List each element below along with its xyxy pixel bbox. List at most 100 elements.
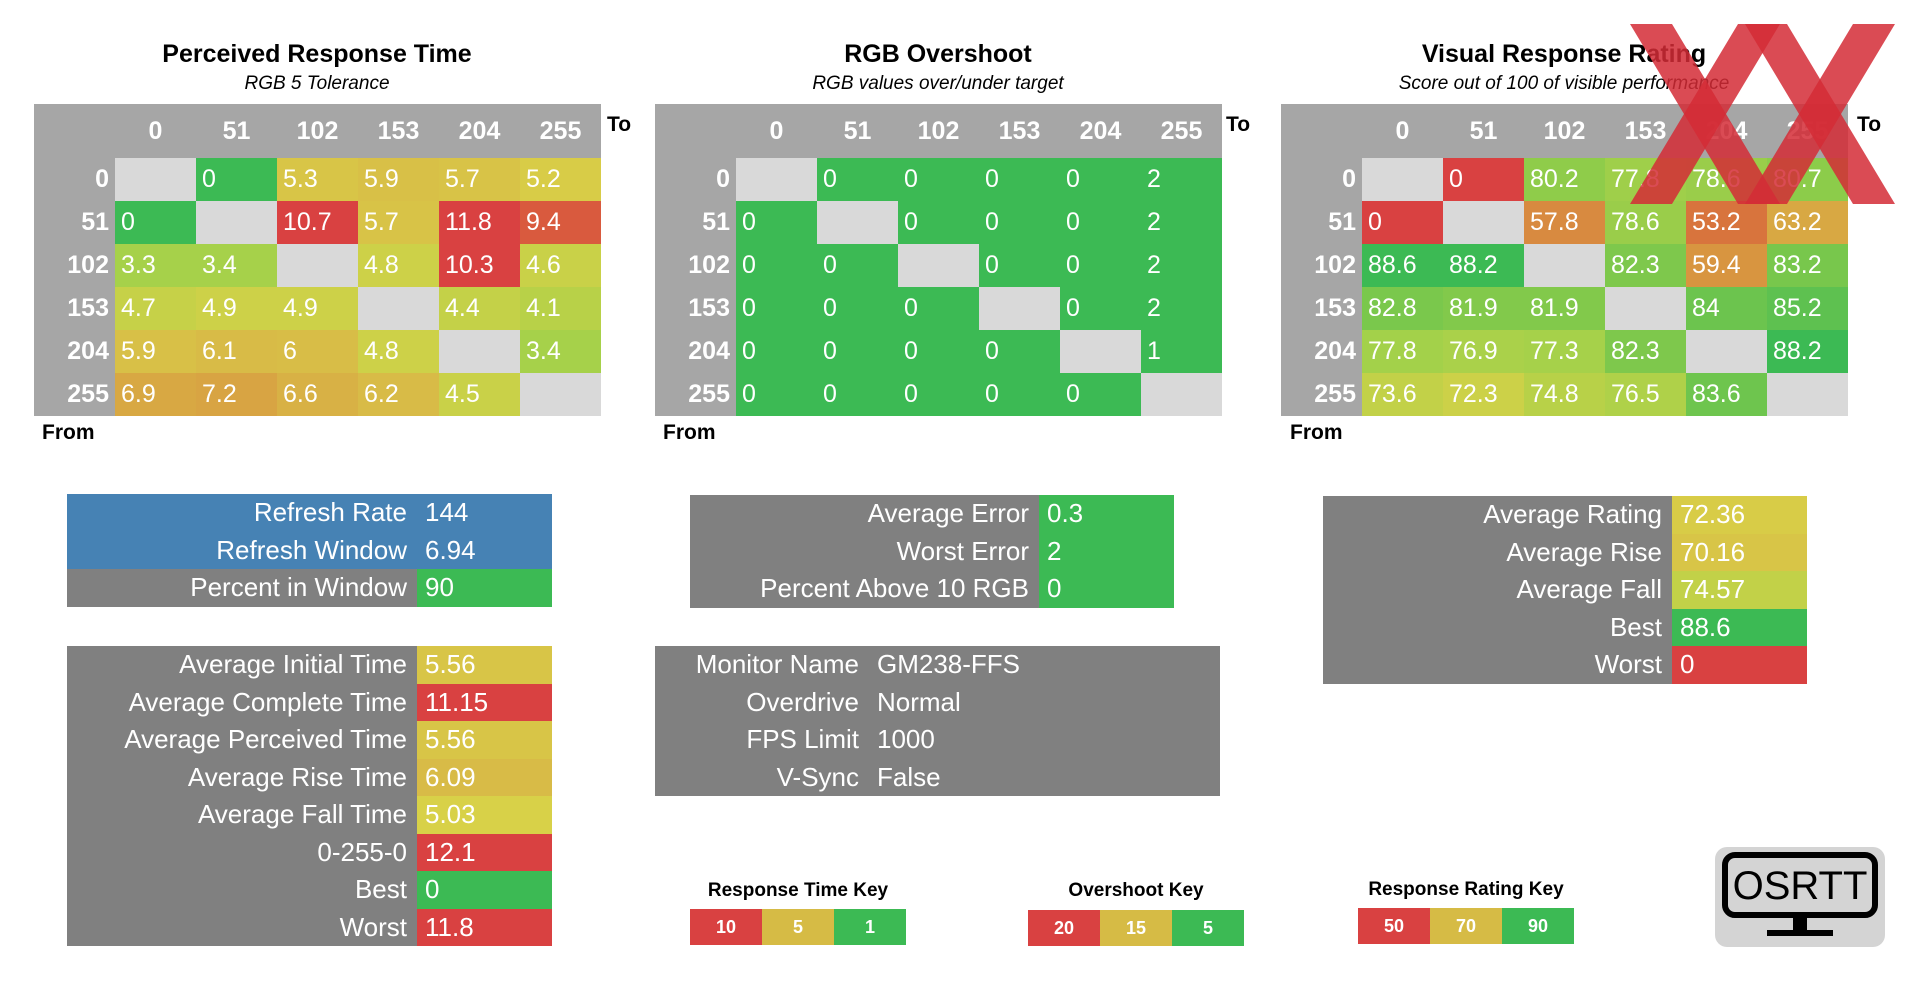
row-header: 0 [34,158,115,201]
stat-row: Best 88.6 [1323,608,1807,646]
heat-cell: 57.8 [1524,201,1605,244]
table-row: 255 73.6 72.3 74.8 76.5 83.6 [1281,373,1848,416]
table-row: 255 6.9 7.2 6.6 6.2 4.5 [34,373,601,416]
heat-cell: 5.9 [115,330,196,373]
heat-cell: 2 [1141,244,1222,287]
stat-row: Average Fall Time 5.03 [67,796,552,834]
heat-cell: 2 [1141,201,1222,244]
table-row: 0 0 5.3 5.9 5.7 5.2 [34,158,601,201]
column-header: 255 [1141,104,1222,158]
heat-cell: 0 [1362,201,1443,244]
refresh-stats-table: Refresh Rate 144 Refresh Window 6.94 Per… [67,494,552,607]
heat-cell: 0 [817,373,898,416]
heat-cell: 78.6 [1605,201,1686,244]
column-headers: 0 51 102 153 204 255 [1281,104,1848,158]
heat-cell: 3.4 [196,244,277,287]
key-swatch: 1 [834,909,906,945]
heat-cell: 2 [1141,158,1222,201]
stat-label: Average Rise [1323,533,1672,571]
diagonal-cell [1767,373,1848,416]
heat-cell: 0 [898,201,979,244]
overdrive-row: Overdrive Normal [655,683,1220,721]
table-corner [655,104,736,158]
heat-cell: 4.8 [358,244,439,287]
row-header: 51 [655,201,736,244]
column-header: 204 [439,104,520,158]
percent-in-window-row: Percent in Window 90 [67,569,552,607]
axis-to-label: To [1857,113,1882,136]
vsync-row: V-Sync False [655,758,1220,796]
stat-label: FPS Limit [655,721,869,759]
column-header: 153 [1605,104,1686,158]
heat-cell: 0 [736,373,817,416]
heat-cell: 82.8 [1362,287,1443,330]
rating-stats-table: Average Rating 72.36 Average Rise 70.16 Aver… [1323,496,1807,684]
stat-row: Average Rating 72.36 [1323,496,1807,534]
row-header: 255 [655,373,736,416]
diagonal-cell [1443,201,1524,244]
table-row: 102 0 0 0 0 2 [655,244,1222,287]
stat-label: Monitor Name [655,646,869,684]
table-row: 153 0 0 0 0 2 [655,287,1222,330]
overdrive-value: Normal [869,683,1220,721]
row-header: 153 [1281,287,1362,330]
heat-cell: 0 [898,158,979,201]
stat-row: Average Initial Time 5.56 [67,646,552,684]
stat-label: Average Fall [1323,571,1672,609]
column-header: 51 [196,104,277,158]
stat-value: 72.36 [1672,496,1807,534]
column-header: 255 [1767,104,1848,158]
stat-label: Worst [67,908,417,946]
monitor-info-table: Monitor Name GM238-FFS Overdrive Normal … [655,646,1220,796]
stat-label: Average Complete Time [67,683,417,721]
table-row: 204 0 0 0 0 1 [655,330,1222,373]
stat-value: 0 [1672,646,1807,684]
stat-label: Average Fall Time [67,796,417,834]
heat-cell: 0 [196,158,277,201]
rating-key-title: Response Rating Key [1368,879,1564,900]
stat-value: 0.3 [1039,495,1174,533]
refresh-window-row: Refresh Window 6.94 [67,531,552,569]
row-header: 204 [655,330,736,373]
column-header: 255 [520,104,601,158]
heat-cell: 0 [736,244,817,287]
overshoot-key: 20 15 5 [1028,910,1244,946]
heat-cell: 6.2 [358,373,439,416]
rating-heatmap: 0 51 102 153 204 255 0 0 80.2 77.8 78.6 80.7 51 0 57.8… [1281,104,1848,416]
stat-label: Overdrive [655,683,869,721]
stat-label: Refresh Window [67,531,417,569]
table-row: 204 5.9 6.1 6 4.8 3.4 [34,330,601,373]
heat-cell: 83.6 [1686,373,1767,416]
stat-value: 144 [417,494,552,532]
heat-cell: 80.7 [1767,158,1848,201]
diagonal-cell [1141,373,1222,416]
heat-cell: 3.4 [520,330,601,373]
stat-value: 0 [417,871,552,909]
stat-label: Refresh Rate [67,494,417,532]
heat-cell: 0 [817,287,898,330]
stat-label: V-Sync [655,758,869,796]
table-row: 51 0 0 0 0 2 [655,201,1222,244]
heat-cell: 0 [817,158,898,201]
heat-cell: 59.4 [1686,244,1767,287]
heat-cell: 82.3 [1605,244,1686,287]
stat-value: 74.57 [1672,571,1807,609]
stat-value: 5.03 [417,796,552,834]
axis-from-label: From [1290,421,1343,444]
row-header: 51 [1281,201,1362,244]
row-header: 102 [655,244,736,287]
heat-cell: 81.9 [1443,287,1524,330]
row-header: 0 [655,158,736,201]
heat-cell: 6 [277,330,358,373]
heat-cell: 4.8 [358,330,439,373]
row-header: 51 [34,201,115,244]
row-header: 153 [34,287,115,330]
row-header: 102 [34,244,115,287]
stat-label: Average Rise Time [67,758,417,796]
row-header: 204 [34,330,115,373]
heat-cell: 7.2 [196,373,277,416]
perceived-heatmap: 0 51 102 153 204 255 0 0 5.3 5.9 5.7 5.2 51 0 10.7 5.7 1… [34,104,601,416]
stat-row: 0-255-0 12.1 [67,833,552,871]
stat-label: Worst Error [690,532,1039,570]
